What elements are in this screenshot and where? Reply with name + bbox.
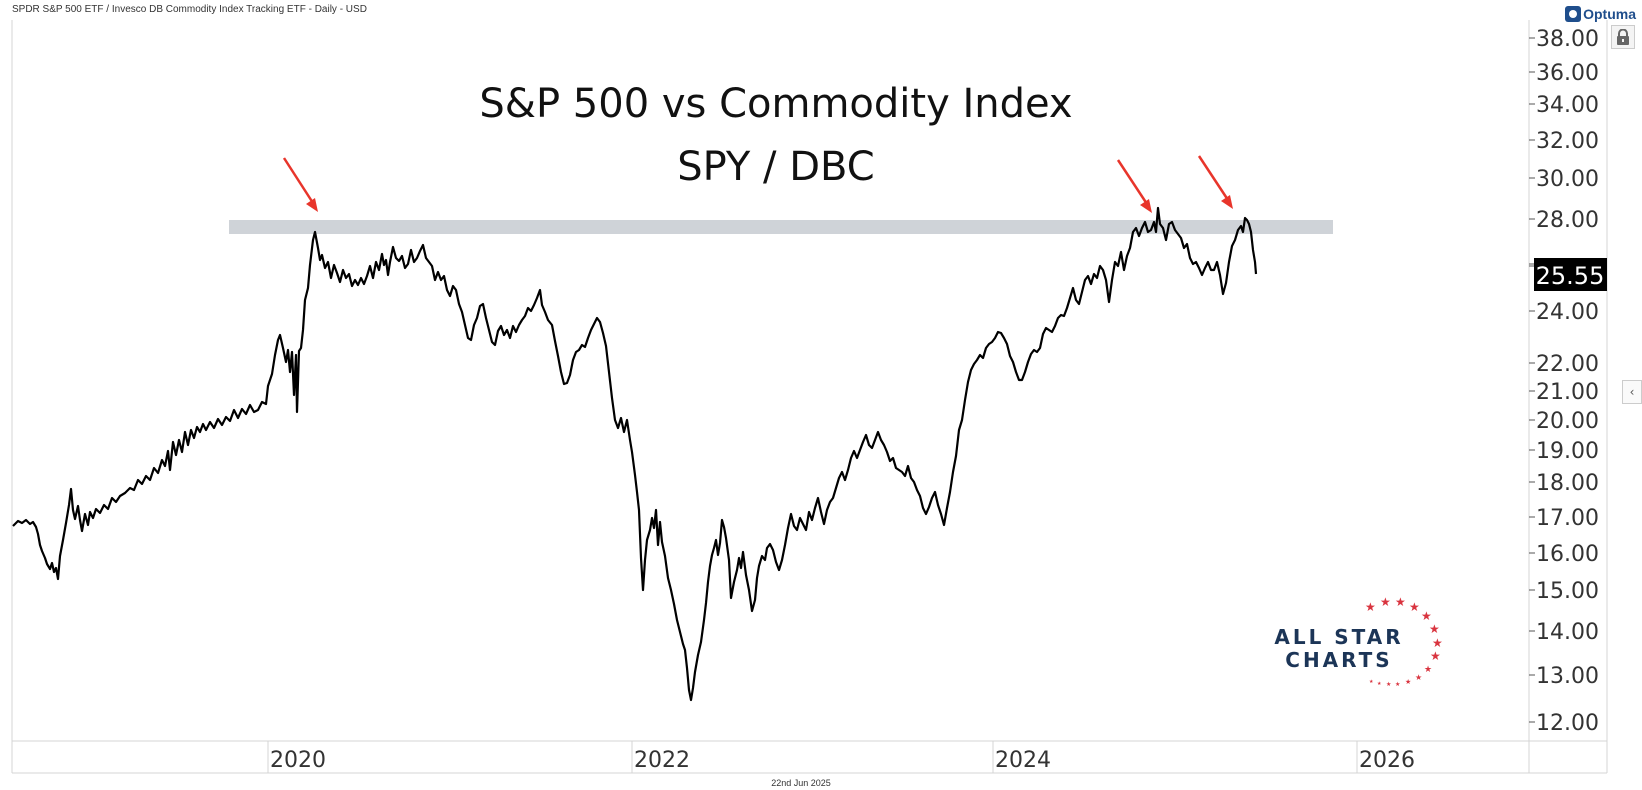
lock-button[interactable]	[1611, 25, 1635, 49]
arrow-icon	[1197, 155, 1233, 209]
y-tick-label: 28.00	[1536, 208, 1599, 233]
y-tick-label: 18.00	[1536, 471, 1599, 496]
watermark-line1: ALL STAR	[1274, 625, 1403, 649]
resistance-band[interactable]	[229, 220, 1333, 234]
svg-text:★: ★	[1395, 681, 1400, 688]
svg-text:★: ★	[1369, 679, 1374, 685]
y-axis: 38.00 36.00 34.00 32.00 30.00 28.00 24.0…	[1529, 27, 1599, 736]
y-tick-label: 32.00	[1536, 129, 1599, 154]
y-tick-label: 20.00	[1536, 409, 1599, 434]
svg-text:★: ★	[1405, 678, 1411, 686]
svg-text:★: ★	[1380, 595, 1391, 609]
all-star-charts-watermark: ALL STAR CHARTS ★ ★ ★ ★ ★★★★ ★★★ ★★★★	[1274, 595, 1442, 688]
svg-text:★: ★	[1429, 622, 1440, 636]
chart-title-line1: S&P 500 vs Commodity Index	[479, 81, 1072, 127]
lock-icon	[1617, 29, 1629, 45]
y-tick-label: 38.00	[1536, 27, 1599, 52]
svg-text:★: ★	[1395, 595, 1406, 609]
svg-text:★: ★	[1415, 673, 1422, 682]
x-tick-2022: 2022	[634, 748, 690, 773]
arrow-icon	[1116, 159, 1152, 213]
optuma-logo-icon	[1565, 6, 1582, 22]
y-tick-label: 24.00	[1536, 300, 1599, 325]
svg-text:★: ★	[1377, 681, 1382, 687]
chart-title-line2: SPY / DBC	[677, 144, 874, 190]
svg-text:★: ★	[1421, 609, 1432, 623]
svg-text:★: ★	[1386, 681, 1391, 688]
x-tick-2020: 2020	[270, 748, 326, 773]
x-tick-2026: 2026	[1359, 748, 1415, 773]
y-tick-label: 36.00	[1536, 61, 1599, 86]
y-tick-label: 14.00	[1536, 620, 1599, 645]
svg-text:★: ★	[1430, 649, 1441, 663]
brand-name: Optuma	[1583, 6, 1636, 22]
svg-text:★: ★	[1365, 600, 1376, 614]
arrow-icon	[282, 157, 318, 212]
svg-text:★: ★	[1409, 600, 1420, 614]
last-value-label: 25.55	[1536, 262, 1605, 290]
y-tick-label: 22.00	[1536, 352, 1599, 377]
y-tick-label: 13.00	[1536, 664, 1599, 689]
footer-date: 22nd Jun 2025	[771, 778, 831, 788]
spy-dbc-line[interactable]	[12, 206, 1258, 702]
svg-text:★: ★	[1424, 665, 1432, 675]
chevron-left-icon: ‹	[1629, 385, 1635, 399]
watermark-line2: CHARTS	[1285, 648, 1392, 672]
star-icon: ★ ★ ★ ★ ★★★★ ★★★ ★★★★	[1365, 595, 1443, 688]
chart-header-title: SPDR S&P 500 ETF / Invesco DB Commodity …	[12, 4, 367, 15]
last-value-badge	[1534, 258, 1607, 291]
y-tick-label: 19.00	[1536, 439, 1599, 464]
y-tick-label: 16.00	[1536, 542, 1599, 567]
y-tick-label: 34.00	[1536, 93, 1599, 118]
svg-text:★: ★	[1432, 636, 1443, 650]
x-axis: 2020 2022 2024 2026	[267, 741, 1415, 773]
y-tick-label: 21.00	[1536, 380, 1599, 405]
y-tick-label: 30.00	[1536, 167, 1599, 192]
x-tick-2024: 2024	[995, 748, 1051, 773]
y-tick-label: 15.00	[1536, 579, 1599, 604]
y-tick-label: 17.00	[1536, 506, 1599, 531]
y-tick-label: 12.00	[1536, 711, 1599, 736]
optuma-brand: Optuma	[1565, 6, 1636, 22]
